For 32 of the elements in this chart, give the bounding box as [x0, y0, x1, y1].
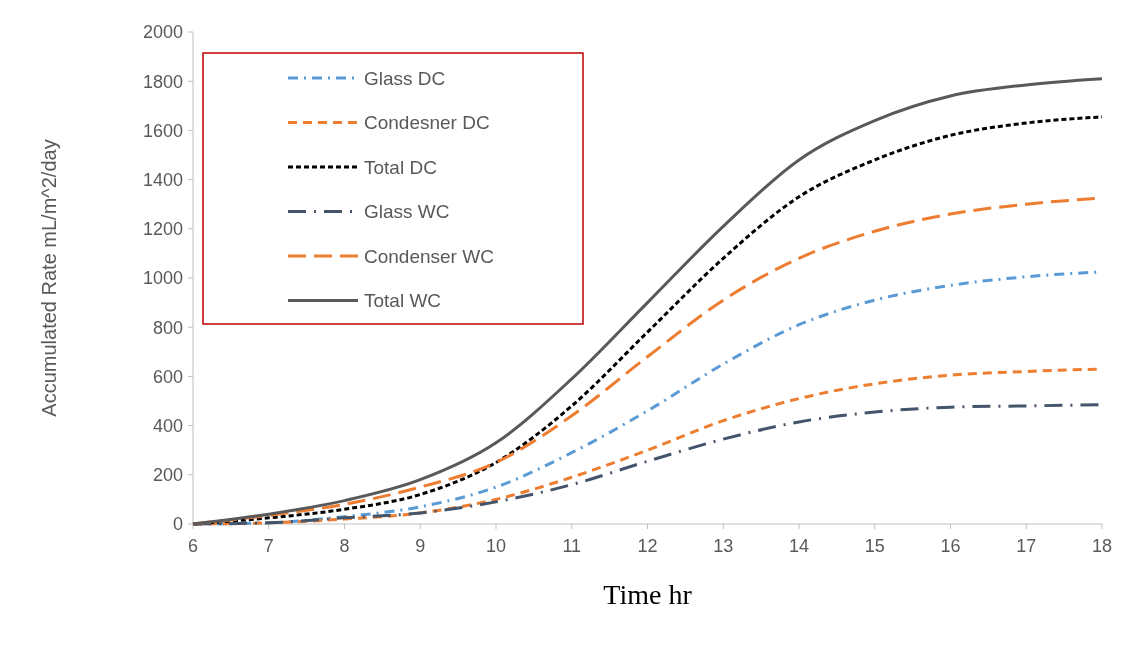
legend-label: Condesner DC	[364, 112, 490, 134]
y-axis-title: Accumulated Rate mL/m^2/day	[38, 139, 60, 417]
y-tick-label: 600	[152, 366, 183, 387]
x-tick-label: 7	[263, 536, 274, 556]
x-tick-label: 14	[788, 536, 810, 556]
legend-label: Condenser WC	[364, 245, 494, 267]
legend-label: Total DC	[364, 156, 437, 178]
y-tick-label: 800	[152, 317, 183, 338]
x-tick-label: 8	[339, 536, 350, 556]
y-tick-label: 1600	[142, 120, 183, 141]
y-tick-label: 0	[172, 514, 183, 535]
y-tick-label: 400	[152, 415, 183, 436]
y-tick-label: 1200	[142, 219, 183, 240]
x-tick-label: 10	[485, 536, 507, 556]
legend-label: Glass WC	[364, 201, 450, 223]
y-tick-label: 1400	[142, 169, 183, 190]
x-tick-label: 15	[864, 536, 885, 556]
y-tick-label: 2000	[142, 22, 183, 43]
y-tick-label: 1000	[142, 268, 183, 289]
x-tick-label: 17	[1016, 536, 1037, 556]
x-tick-label: 11	[562, 536, 582, 556]
x-tick-label: 13	[713, 536, 734, 556]
x-tick-label: 18	[1091, 536, 1113, 556]
x-tick-label: 12	[637, 536, 658, 556]
y-tick-label: 200	[152, 465, 183, 486]
legend-label: Total WC	[364, 290, 442, 312]
x-tick-label: 16	[940, 536, 961, 556]
legend-label: Glass DC	[364, 67, 446, 89]
x-axis-title: Time hr	[603, 579, 693, 610]
x-tick-label: 9	[415, 536, 426, 556]
y-tick-label: 1800	[142, 71, 183, 92]
x-tick-label: 6	[187, 536, 199, 556]
